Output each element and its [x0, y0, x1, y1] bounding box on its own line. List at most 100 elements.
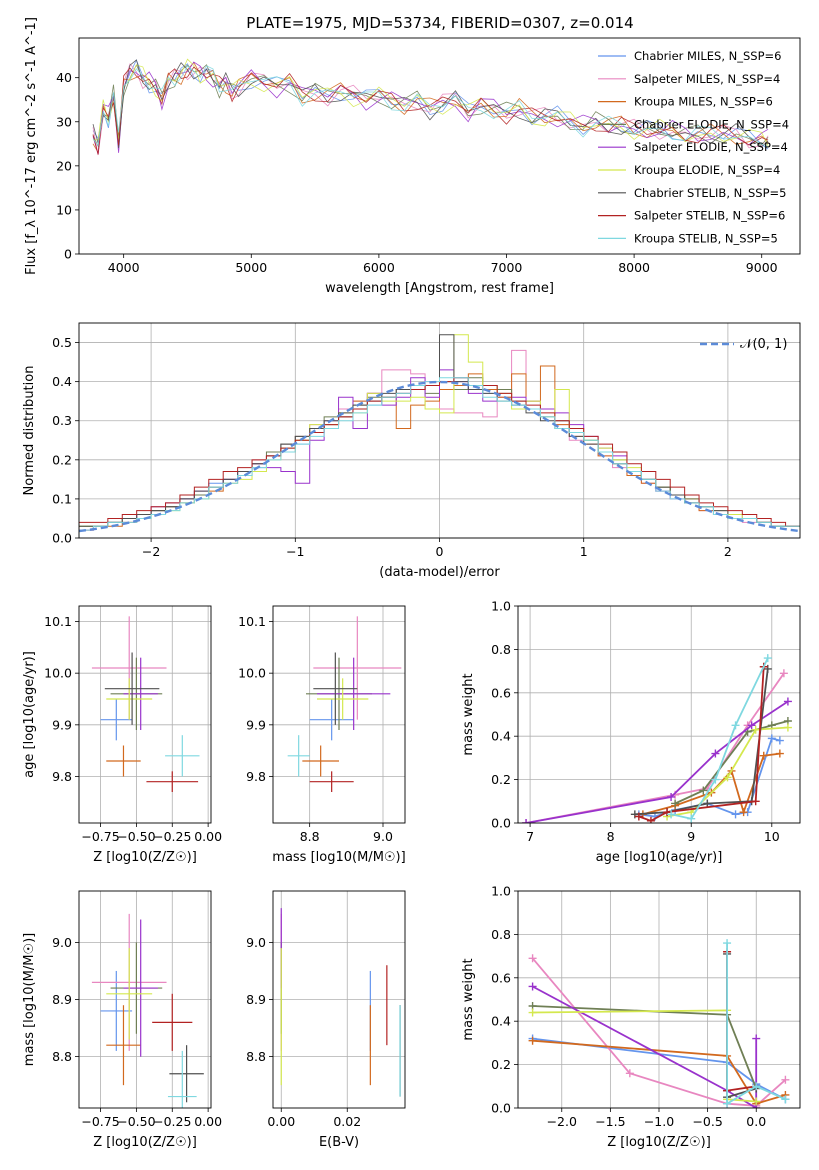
plot-area — [522, 654, 792, 823]
spectrum-line — [92, 61, 769, 155]
x-tick-label: 9.0 — [373, 829, 393, 844]
y-tick-label: 0.6 — [491, 970, 511, 985]
x-tick-label: 8 — [607, 829, 615, 844]
y-tick-label: 10.0 — [238, 666, 266, 681]
point-marker — [630, 810, 639, 819]
x-tick-label: −1.5 — [595, 1114, 625, 1129]
point-marker — [783, 697, 792, 706]
y-tick-label: 10.0 — [44, 666, 72, 681]
point-marker — [775, 736, 784, 745]
point-marker — [731, 721, 740, 730]
x-tick-label: 5000 — [235, 260, 267, 275]
x-axis-label: Z [log10(Z/Z☉)] — [93, 1135, 197, 1150]
y-tick-label: 8.8 — [246, 1049, 266, 1064]
panel-spectrum: 4000 5000 6000 7000 8000 9000 0 10 20 30 40 wavelen… — [24, 17, 801, 296]
point-marker — [528, 954, 537, 963]
spectrum-line — [92, 65, 769, 148]
y-tick-label: 9.9 — [246, 717, 266, 732]
axes-frame — [517, 890, 801, 1109]
axes-frame — [517, 605, 801, 824]
x-tick-label: 0.0 — [746, 1114, 766, 1129]
panel-residuals: −2 −1 0 1 2 0.0 0.1 0.2 0.3 0.4 0.5 (data-model)/er… — [22, 322, 801, 580]
y-tick-label: 0.8 — [491, 642, 511, 657]
y-tick-label: 9.8 — [246, 769, 266, 784]
x-axis-label: (data-model)/error — [379, 565, 500, 580]
point-marker — [646, 816, 655, 823]
y-tick-label: 0.0 — [52, 531, 72, 546]
panel-age-vs-Z: −0.75−0.50−0.25 0.00 9.8 9.9 10.0 10.1 Z [log1… — [22, 605, 222, 865]
y-tick-label: 0.0 — [491, 816, 511, 831]
y-axis-label: mass weight — [461, 958, 476, 1040]
y-tick-label: 9.0 — [246, 935, 266, 950]
mass-weight-line — [638, 737, 781, 818]
point-marker — [522, 819, 531, 823]
y-tick-label: 0.4 — [491, 729, 511, 744]
panel-mass-weight-vs-Z: −2.0 −1.5 −1.0 −0.5 0.0 0.0 0.2 0.4 0.6 0.8 1.0 Z [… — [461, 884, 801, 1150]
y-tick-label: 0.8 — [491, 927, 511, 942]
x-tick-label: −0.75 — [81, 829, 119, 844]
x-tick-label: 2 — [724, 544, 732, 559]
y-axis-label: Normed distribution — [22, 366, 37, 496]
y-tick-label: 20 — [56, 158, 72, 173]
axes-frame — [78, 322, 801, 539]
plot-area — [91, 913, 204, 1108]
plot-area — [528, 939, 790, 1108]
x-tick-label: −0.50 — [117, 1114, 155, 1129]
x-tick-label: −0.25 — [153, 829, 191, 844]
plot-area — [280, 908, 401, 1097]
x-tick-label: 0.02 — [333, 1114, 361, 1129]
y-tick-label: 0 — [64, 247, 72, 262]
y-tick-label: 0.5 — [52, 335, 72, 350]
x-tick-label: −0.50 — [117, 829, 155, 844]
y-tick-label: 10.1 — [238, 614, 266, 629]
x-tick-label: 7000 — [491, 260, 523, 275]
legend-entry-label: Chabrier STELIB, N_SSP=5 — [634, 186, 786, 200]
x-tick-label: −0.75 — [81, 1114, 119, 1129]
x-tick-label: −0.5 — [692, 1114, 722, 1129]
legend-entry-label: Salpeter ELODIE, N_SSP=4 — [634, 140, 788, 154]
point-marker — [747, 721, 756, 730]
x-tick-label: −1.0 — [644, 1114, 674, 1129]
spectrum-line — [92, 63, 769, 156]
y-tick-label: 8.8 — [52, 1049, 72, 1064]
panel-mass-weight-vs-age: 7 8 9 10 0.0 0.2 0.4 0.6 0.8 1.0 age [log10(age/yr… — [461, 599, 801, 865]
point-marker — [687, 814, 696, 823]
legend: Chabrier MILES, N_SSP=6 Salpeter MILES, N… — [598, 49, 789, 245]
point-marker — [781, 1095, 790, 1104]
point-marker — [723, 1099, 732, 1108]
y-tick-label: 30 — [56, 114, 72, 129]
legend-entry-label: 𝒩(0, 1) — [740, 337, 787, 352]
y-tick-label: 1.0 — [491, 884, 511, 899]
point-marker — [663, 808, 672, 817]
point-marker — [671, 799, 680, 808]
x-tick-label: 10 — [764, 829, 780, 844]
y-tick-label: 9.0 — [52, 935, 72, 950]
point-marker — [775, 749, 784, 758]
point-marker — [703, 799, 712, 808]
y-axis-label: Flux [f_λ 10^-17 erg cm^-2 s^-1 A^-1] — [24, 17, 39, 275]
y-tick-label: 0.3 — [52, 413, 72, 428]
y-axis-label: mass [log10(M/M☉)] — [22, 933, 37, 1066]
x-axis-label: E(B-V) — [319, 1135, 359, 1150]
x-tick-label: 8.8 — [300, 829, 320, 844]
mass-weight-line — [726, 943, 786, 1106]
point-marker — [752, 1082, 761, 1091]
point-marker — [752, 1097, 761, 1106]
x-tick-label: 6000 — [363, 260, 395, 275]
x-tick-label: 9000 — [746, 260, 778, 275]
y-tick-label: 0.2 — [491, 772, 511, 787]
y-axis-label: mass weight — [461, 673, 476, 755]
x-tick-label: 0 — [436, 544, 444, 559]
x-axis-label: mass [log10(M/M☉)] — [272, 850, 405, 865]
point-marker — [711, 749, 720, 758]
point-marker — [731, 810, 740, 819]
legend-entry-label: Salpeter MILES, N_SSP=4 — [634, 72, 780, 86]
y-tick-label: 8.9 — [52, 992, 72, 1007]
spectrum-line — [93, 58, 769, 147]
x-tick-label: 0.00 — [194, 829, 222, 844]
x-tick-label: 8000 — [618, 260, 650, 275]
y-tick-label: 0.2 — [491, 1057, 511, 1072]
plot-area — [79, 334, 800, 538]
x-tick-label: −1 — [286, 544, 304, 559]
